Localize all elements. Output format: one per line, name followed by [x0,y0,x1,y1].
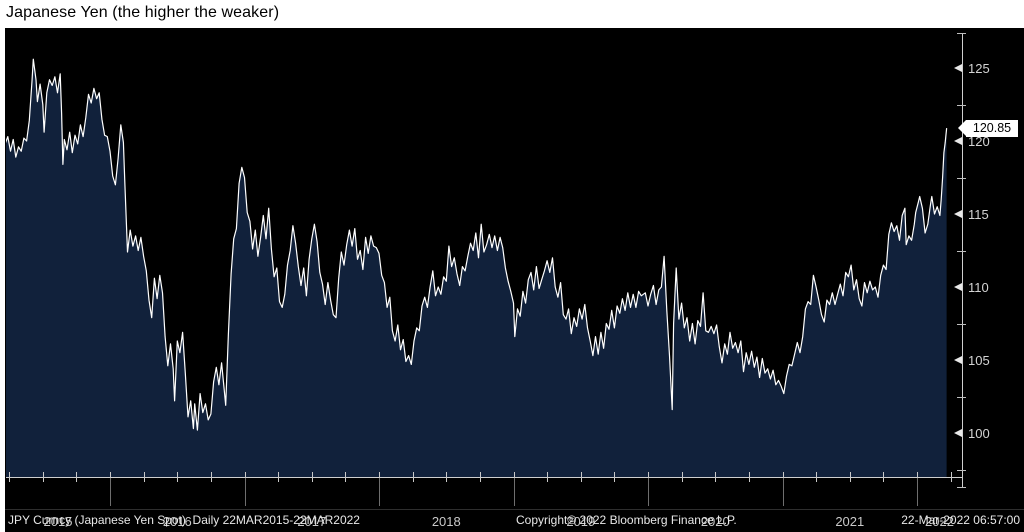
x-quarter-tick [345,472,347,482]
x-quarter-tick [143,472,145,482]
x-year-label: 2020 [700,514,730,529]
x-quarter-tick [816,472,818,482]
x-quarter-tick [547,472,549,482]
y-tick-arrow [954,137,962,145]
y-axis-line [962,33,963,487]
y-tick-arrow [954,356,962,364]
y-minor-tick [957,250,966,252]
x-quarter-tick [278,472,280,482]
y-tick-arrow [954,429,962,437]
x-quarter-tick [42,472,44,482]
x-quarter-tick [210,472,212,482]
x-quarter-tick [110,472,111,482]
x-year-label: 2015 [43,514,73,529]
x-quarter-tick [379,472,380,482]
x-quarter-tick [311,472,313,482]
chart-panel: 125 120 115 110 105 100 2015 2016 2017 2018 2019 2… [5,28,1024,532]
x-quarter-tick [513,472,515,482]
x-year-label: 2018 [431,514,461,529]
y-axis-cap [957,487,966,488]
y-tick-arrow [954,283,962,291]
x-year-separator [782,478,784,506]
x-year-label: 2017 [297,514,327,529]
x-quarter-tick [917,472,918,482]
status-copyright: Copyright© 2022 Bloomberg Finance L.P. [516,513,737,527]
y-tick-arrow [954,64,962,72]
x-quarter-tick [76,472,78,482]
status-timestamp: 22-Mar-2022 06:57:00 [901,513,1020,527]
x-axis-line [6,477,962,478]
y-axis-cap [957,33,966,34]
x-year-label: 2016 [162,514,192,529]
x-year-label: 2019 [566,514,596,529]
y-minor-tick [957,323,966,325]
x-quarter-tick [412,472,414,482]
y-minor-tick [957,469,966,471]
x-year-separator [648,478,649,506]
x-quarter-tick [950,472,952,482]
x-quarter-tick [849,472,851,482]
x-quarter-tick [614,472,616,482]
x-quarter-tick [748,472,750,482]
y-minor-tick [957,396,966,398]
x-quarter-tick [580,472,582,482]
x-year-separator [513,478,515,506]
x-quarter-tick [244,472,246,482]
y-tick-label: 115 [968,206,989,222]
x-year-separator [917,478,918,506]
x-year-label: 2022 [925,514,954,529]
y-tick-label: 120 [968,133,990,149]
x-quarter-tick [782,472,784,482]
area-fill [6,59,947,477]
y-minor-tick [957,104,966,106]
status-security-info: JPY Curncy (Japanese Yen Spot) Daily 22M… [8,513,360,527]
y-tick-label: 110 [968,279,989,295]
y-tick-arrow [954,210,962,218]
x-quarter-tick [177,472,179,482]
y-minor-tick [957,177,966,179]
x-quarter-tick [648,472,649,482]
x-quarter-tick [479,472,481,482]
status-bar: JPY Curncy (Japanese Yen Spot) Daily 22M… [5,509,1024,532]
y-tick-label: 100 [968,425,990,441]
x-quarter-tick [9,472,11,482]
page-title: Japanese Yen (the higher the weaker) [6,4,280,21]
x-year-separator [110,478,111,506]
price-line [6,58,948,431]
x-quarter-tick [715,472,717,482]
y-tick-label: 125 [968,60,990,76]
plot-area[interactable] [6,33,962,477]
x-quarter-tick [883,472,885,482]
x-quarter-tick [446,472,448,482]
x-year-separator [244,478,246,506]
x-year-label: 2021 [835,514,865,529]
last-price-tag: 120.85 [958,120,1018,138]
y-tick-label: 105 [968,352,990,368]
x-year-separator [379,478,380,506]
x-quarter-tick [681,472,683,482]
